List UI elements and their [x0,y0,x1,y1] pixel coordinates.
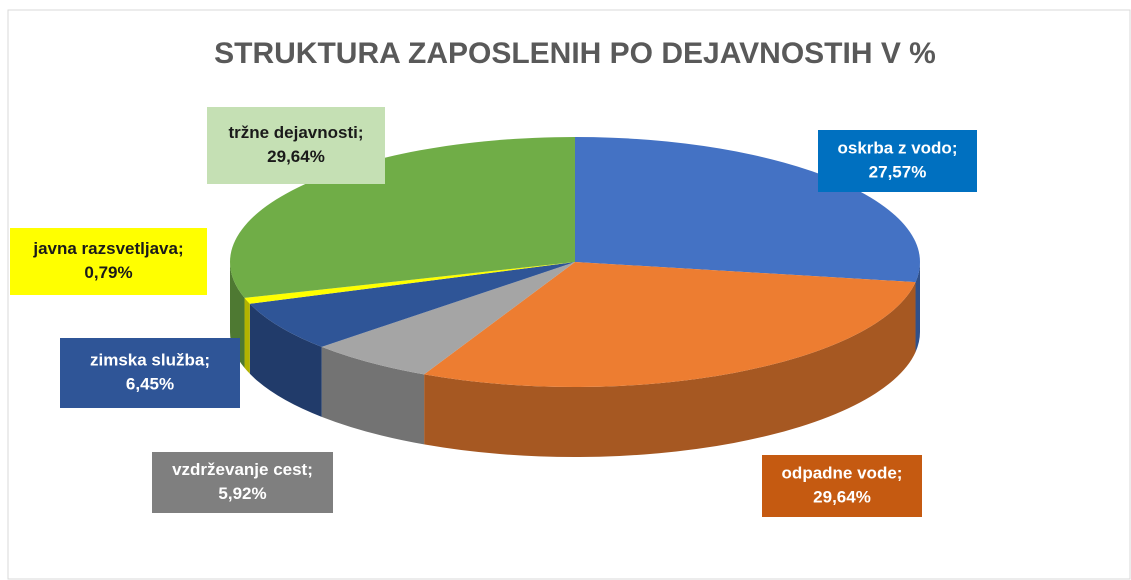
value-label: 5,92% [218,484,266,503]
pie-side [244,297,250,374]
label-box [10,228,207,295]
pie-slice [424,262,916,387]
value-label: 29,64% [267,147,325,166]
pie-side [321,346,425,445]
label-box [207,107,385,184]
pie-slice [244,262,575,304]
category-label: oskrba z vodo; [838,138,958,157]
label-box [152,452,333,513]
value-label: 27,57% [869,162,927,181]
chart-title: STRUKTURA ZAPOSLENIH PO DEJAVNOSTIH V % [214,37,936,70]
category-label: tržne dejavnosti; [228,123,363,142]
category-label: odpadne vode; [782,463,903,482]
label-box [60,338,240,408]
category-label: zimska služba; [90,350,210,369]
pie-slice [575,137,921,283]
pie-slice [249,262,575,347]
value-label: 29,64% [813,487,871,506]
pie-side [424,282,916,457]
category-label: vzdrževanje cest; [172,460,313,479]
pie-slice [321,262,575,375]
category-label: javna razsvetljava; [32,239,183,258]
pie-side [249,303,322,417]
value-label: 0,79% [84,263,132,282]
value-label: 6,45% [126,374,174,393]
pie-slice [229,137,575,298]
label-box [818,130,977,192]
label-box [762,455,922,517]
pie-side [915,262,920,353]
